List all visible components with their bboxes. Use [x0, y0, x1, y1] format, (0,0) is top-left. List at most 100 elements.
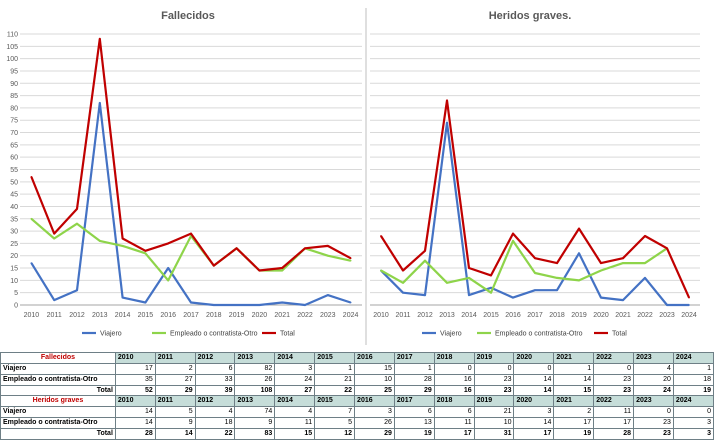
charts-area: Fallecidos 0 5 10 15 20 25 30 35 40 45 50 55 60 65 70 75…	[6, 8, 700, 345]
table-row: Total 28 14 22 83 15 12 29 19 17 31 17 19 28 23 3	[0, 428, 714, 440]
legend-label: Total	[612, 331, 627, 338]
data-point	[326, 294, 329, 297]
table-cell: 24	[633, 385, 674, 397]
data-point	[380, 269, 382, 272]
table-cell: 5	[314, 417, 356, 429]
chart-title: Fallecidos	[161, 10, 215, 22]
table-cell: 6	[393, 406, 435, 418]
y-tick-label: 45	[10, 192, 18, 199]
row-label: Empleado o contratista-Otro	[0, 417, 116, 429]
x-tick-label: 2013	[92, 312, 108, 319]
data-point	[235, 247, 238, 250]
data-point	[622, 257, 624, 260]
data-point	[212, 264, 215, 267]
table-cell: 11	[433, 417, 475, 429]
data-point	[534, 257, 536, 260]
x-tick-label: 2014	[115, 312, 131, 319]
row-label: Viajero	[0, 363, 116, 375]
data-point	[688, 304, 690, 306]
data-point	[402, 281, 404, 284]
y-tick-label: 40	[10, 204, 18, 211]
data-point	[144, 252, 147, 255]
x-tick-label: 2024	[681, 312, 697, 319]
year-header: 2024	[672, 395, 714, 407]
data-point	[512, 240, 514, 242]
table-cell: 19	[393, 428, 435, 440]
data-point	[468, 277, 470, 279]
table-cell: 26	[354, 417, 395, 429]
chart-1: Fallecidos 0 5 10 15 20 25 30 35 40 45 50 55 60 65 70 75…	[6, 10, 362, 338]
table-header-row: Heridos graves 2010 2011 2012 2013 2014 2015 20…	[0, 395, 714, 407]
table-title: Heridos graves	[0, 395, 116, 407]
data-point	[600, 269, 602, 272]
data-point	[98, 38, 101, 40]
table-cell: 82	[234, 363, 276, 375]
year-header: 2022	[593, 352, 635, 364]
x-tick-label: 2012	[69, 312, 85, 319]
table-cell: 23	[473, 374, 515, 386]
data-point	[98, 240, 101, 242]
y-tick-label: 105	[6, 44, 18, 51]
x-tick-label: 2010	[24, 312, 40, 319]
table-cell: 23	[633, 417, 674, 429]
year-header: 2013	[234, 395, 276, 407]
data-point	[121, 296, 124, 299]
table-cell: 14	[154, 428, 196, 440]
data-point	[446, 121, 448, 124]
table-cell: 11	[274, 417, 316, 429]
table-row: Viajero 14 5 4 74 4 7 3 6 6 21 3 2 11 0 0	[0, 406, 714, 418]
legend-label: Empleado o contratista-Otro	[170, 331, 258, 338]
x-tick-label: 2023	[320, 312, 336, 319]
data-point	[644, 235, 646, 237]
data-point	[304, 304, 306, 306]
data-point	[258, 269, 261, 272]
table-cell: 6	[194, 363, 236, 375]
x-tick-label: 2018	[549, 312, 565, 319]
x-tick-label: 2011	[395, 312, 410, 319]
y-tick-label: 95	[10, 68, 18, 75]
table-cell: 14	[553, 374, 595, 386]
row-label: Total	[0, 428, 116, 440]
y-tick-label: 60	[10, 155, 18, 162]
table-cell: 10	[473, 417, 515, 429]
data-point	[53, 232, 56, 235]
x-tick-label: 2013	[439, 312, 455, 319]
year-header: 2021	[553, 352, 595, 364]
table-title: Fallecidos	[0, 352, 116, 364]
year-header: 2017	[393, 352, 435, 364]
data-point	[30, 217, 33, 220]
table-cell: 29	[354, 428, 395, 440]
table-cell: 0	[633, 406, 674, 418]
data-point	[688, 296, 690, 299]
x-tick-label: 2017	[527, 312, 543, 319]
year-header: 2020	[513, 352, 555, 364]
year-header: 2016	[354, 352, 395, 364]
table-cell: 14	[513, 374, 555, 386]
table-cell: 0	[513, 363, 555, 375]
table-cell: 9	[154, 417, 196, 429]
table-cell: 17	[593, 417, 635, 429]
table-cell: 20	[633, 374, 674, 386]
chart-2: Heridos graves. 2010 2011 2012 2013 2014 2015 2…	[370, 10, 700, 338]
y-tick-label: 55	[10, 167, 18, 174]
data-point	[258, 304, 261, 306]
data-point	[304, 247, 306, 250]
data-point	[144, 301, 147, 304]
y-tick-label: 50	[10, 179, 18, 186]
year-header: 2015	[314, 395, 356, 407]
y-tick-label: 5	[14, 290, 18, 297]
table-cell: 13	[393, 417, 435, 429]
y-tick-label: 15	[10, 266, 18, 273]
data-point	[190, 301, 192, 304]
data-point	[490, 274, 492, 277]
y-tick-label: 80	[10, 105, 18, 112]
year-header: 2019	[473, 395, 515, 407]
year-header: 2024	[672, 352, 714, 364]
x-tick-label: 2021	[615, 312, 631, 319]
table-cell: 14	[513, 417, 555, 429]
year-header: 2010	[114, 395, 156, 407]
data-point	[490, 291, 492, 294]
year-header: 2014	[274, 395, 316, 407]
x-tick-label: 2024	[343, 312, 359, 319]
table-cell: 14	[114, 406, 156, 418]
